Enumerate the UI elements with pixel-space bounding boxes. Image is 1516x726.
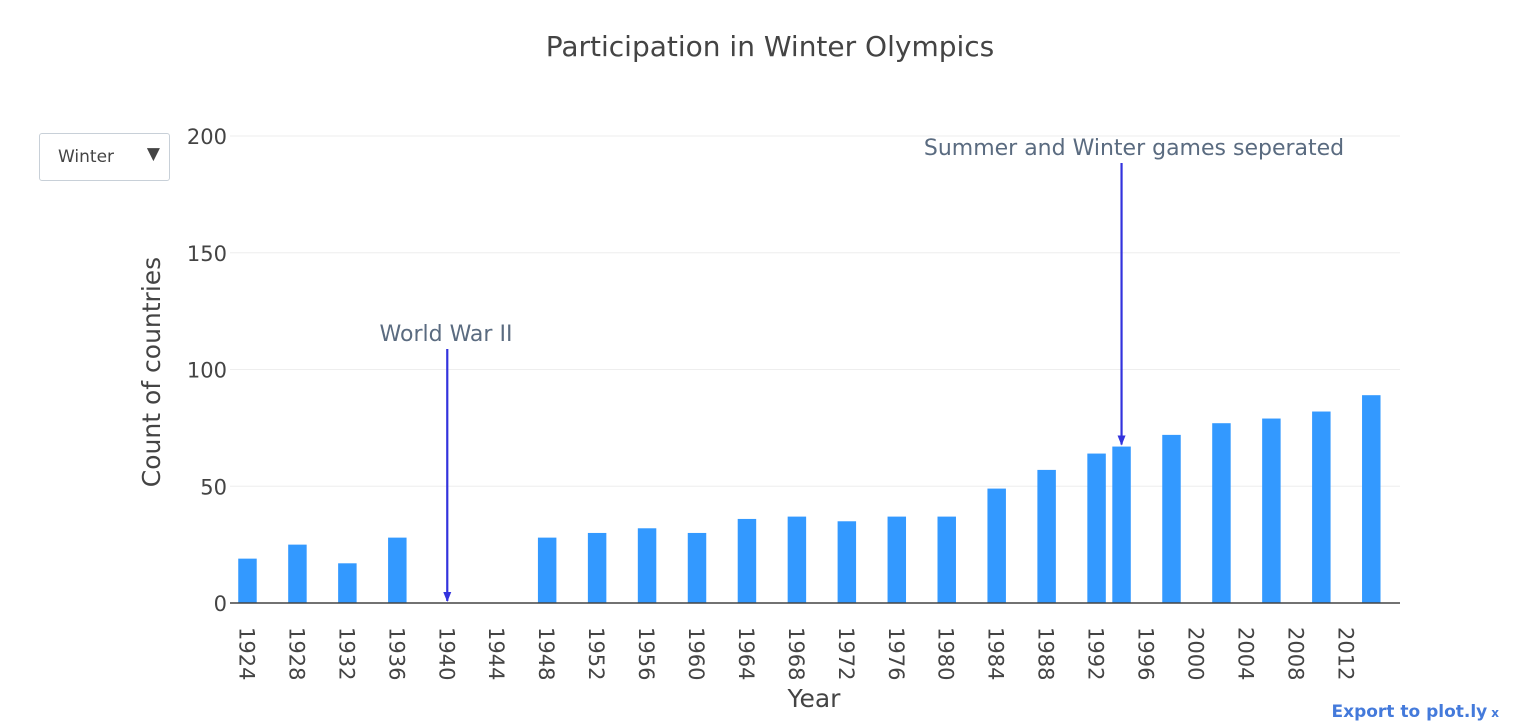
y-tick-label: 0 [214, 592, 227, 616]
x-tick-label: 1956 [634, 627, 658, 680]
bar-1960 [687, 532, 707, 603]
y-axis-title: Count of countries [137, 257, 166, 487]
season-dropdown[interactable]: Winter ▼ [39, 133, 170, 181]
bar-1952 [587, 532, 607, 603]
x-tick-label: 1984 [984, 627, 1008, 680]
x-tick-label: 1992 [1084, 627, 1108, 680]
y-tick-label: 150 [187, 242, 227, 266]
x-tick-label: 1996 [1134, 627, 1158, 680]
x-tick-label: 1944 [484, 627, 508, 680]
bar-1956 [637, 528, 657, 603]
bar-2010 [1312, 411, 1331, 603]
bar-1980 [937, 516, 956, 603]
x-tick-label: 1936 [384, 627, 408, 680]
x-tick-label: 1980 [934, 627, 958, 680]
bar-1998 [1162, 434, 1181, 603]
bar-1964 [737, 518, 757, 603]
annotation-label: World War II [380, 322, 513, 347]
bar-2014 [1362, 395, 1381, 603]
y-tick-label: 100 [187, 359, 227, 383]
bar-1948 [537, 537, 557, 603]
x-tick-label: 1976 [884, 627, 908, 680]
bar-1972 [837, 521, 857, 603]
x-tick-label: 2000 [1183, 627, 1207, 680]
y-tick-label: 50 [200, 475, 227, 499]
bar-2006 [1262, 418, 1281, 603]
export-label: Export to plot.ly [1331, 702, 1488, 722]
x-tick-label: 1952 [584, 627, 608, 680]
bar-2002 [1212, 423, 1231, 603]
bar-1994 [1112, 446, 1131, 603]
bar-1976 [887, 516, 907, 603]
x-tick-label: 1940 [434, 627, 458, 680]
x-tick-label: 1928 [284, 627, 308, 680]
annotation-label: Summer and Winter games seperated [924, 136, 1344, 161]
x-axis-title: Year [787, 684, 842, 713]
x-tick-label: 1932 [334, 627, 358, 680]
bar-1936 [388, 537, 407, 603]
y-tick-label: 200 [187, 125, 227, 149]
close-icon[interactable]: x [1491, 706, 1499, 720]
bar-1988 [1037, 469, 1056, 603]
x-tick-label: 1948 [534, 627, 558, 680]
chart-title: Participation in Winter Olympics [546, 30, 995, 63]
x-tick-label: 1960 [684, 627, 708, 680]
x-tick-label: 1988 [1034, 627, 1058, 680]
bar-1984 [987, 488, 1006, 603]
x-tick-label: 2004 [1233, 627, 1257, 680]
export-plotly-link[interactable]: Export to plot.ly x [1332, 702, 1500, 722]
x-tick-label: 1924 [234, 627, 258, 680]
bar-1992 [1087, 453, 1106, 603]
bar-1924 [238, 558, 257, 603]
bar-1928 [288, 544, 307, 603]
bar-1932 [338, 563, 357, 603]
x-tick-label: 1968 [784, 627, 808, 680]
bar-1968 [787, 516, 807, 603]
x-tick-label: 1972 [834, 627, 858, 680]
x-tick-label: 2012 [1333, 627, 1357, 680]
dropdown-selected-value: Winter [58, 147, 115, 167]
x-tick-label: 2008 [1283, 627, 1307, 680]
chevron-down-icon: ▼ [146, 144, 160, 164]
x-tick-label: 1964 [734, 627, 758, 680]
